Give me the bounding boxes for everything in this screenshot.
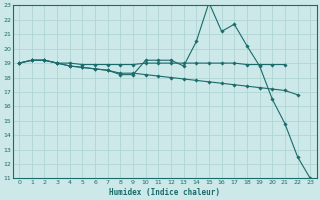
X-axis label: Humidex (Indice chaleur): Humidex (Indice chaleur) <box>109 188 220 197</box>
